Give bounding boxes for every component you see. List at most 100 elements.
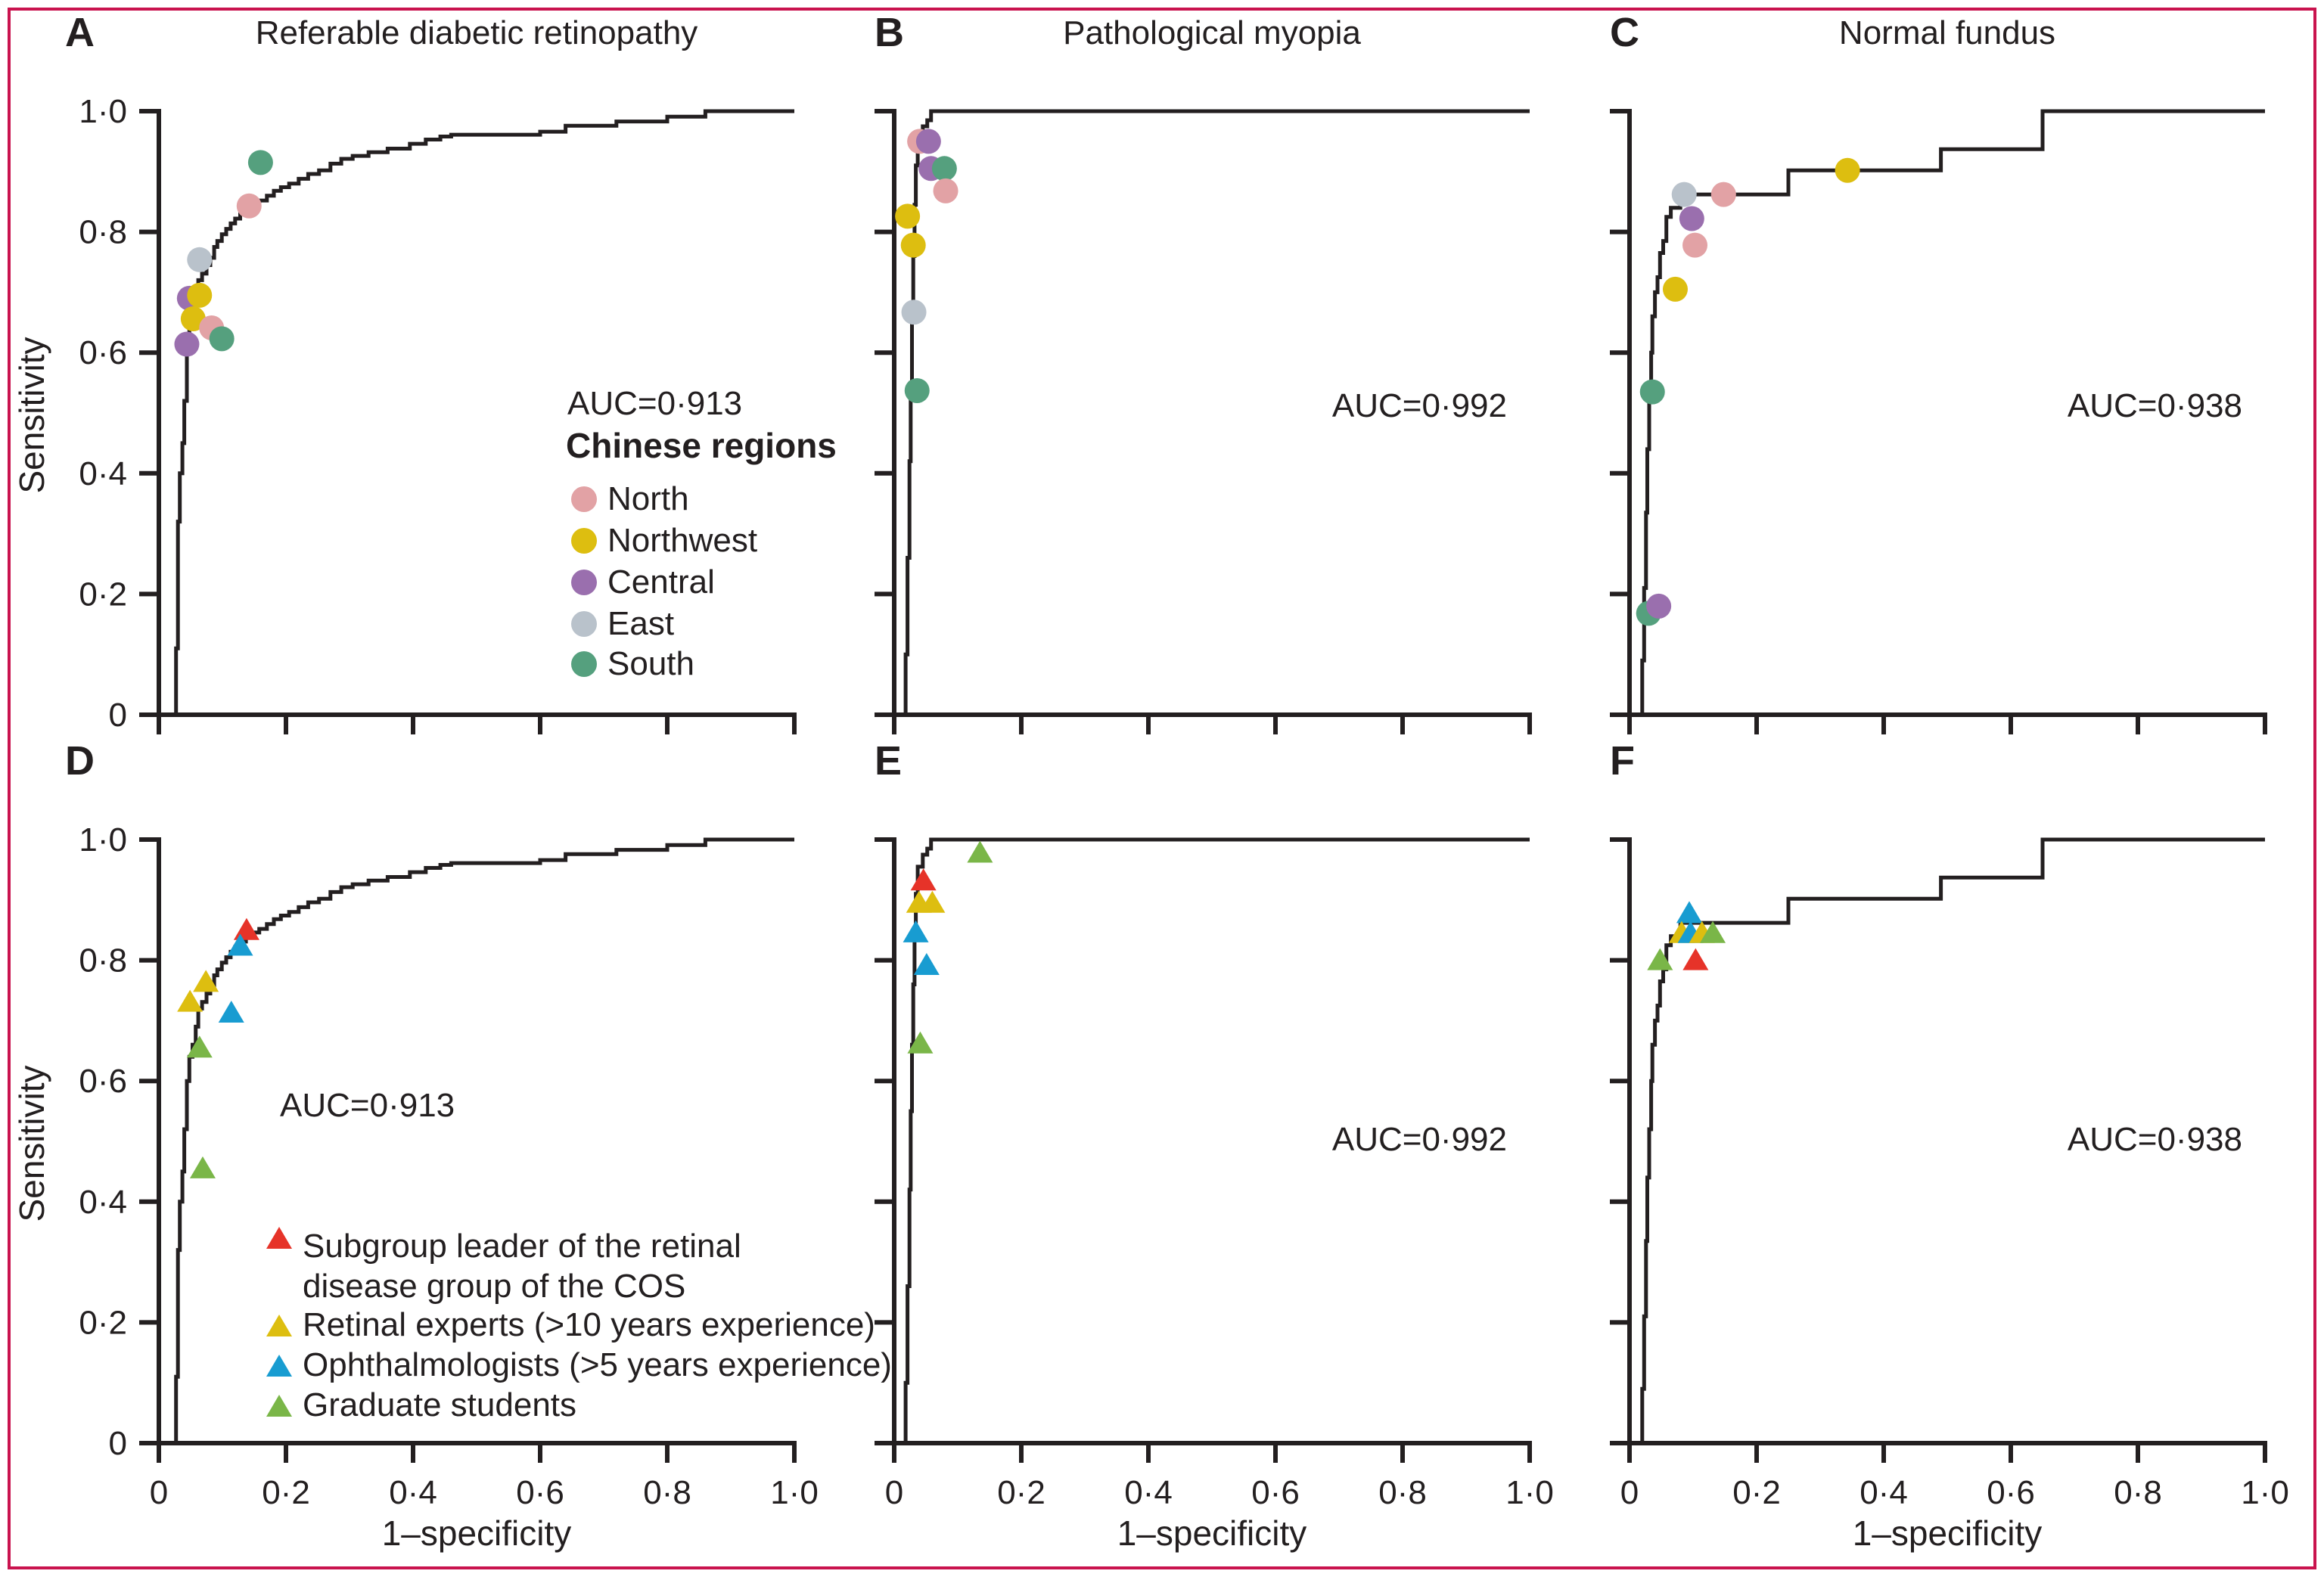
x-tick-label: 1·0: [770, 1474, 819, 1511]
x-tick-label: 0·2: [1732, 1474, 1781, 1511]
panel-c-title: Normal fundus: [1838, 14, 2056, 51]
auc-value-e: AUC=0·992: [1331, 1121, 1507, 1158]
y-tick-label: 0·6: [79, 334, 127, 371]
legend-item-northwest: Northwest: [571, 521, 757, 560]
marker-circle-north: [236, 193, 262, 219]
legend-label-south: South: [607, 645, 694, 683]
x-tick-label: 0: [885, 1474, 903, 1511]
x-tick-label: 0·2: [997, 1474, 1045, 1511]
marker-triangle-ophthalmologist: [913, 952, 940, 975]
marker-circle-northwest: [900, 232, 926, 258]
x-tick-label: 0: [1620, 1474, 1639, 1511]
legend-item-student: Graduate students: [266, 1386, 576, 1425]
marker-circle-central: [1679, 206, 1704, 231]
auc-value-f: AUC=0·938: [2067, 1121, 2242, 1158]
y-tick-label: 0·8: [79, 942, 127, 979]
marker-triangle-student: [189, 1156, 216, 1178]
marker-circle-central: [174, 331, 200, 357]
y-tick-label: 1·0: [79, 93, 127, 130]
marker-circle-south: [247, 150, 273, 175]
x-tick-label: 0·6: [1987, 1474, 2035, 1511]
marker-circle-south: [931, 156, 957, 182]
panel-a-letter: A: [65, 10, 95, 55]
x-tick-label: 0·6: [1251, 1474, 1300, 1511]
marker-circle-northwest: [187, 282, 213, 308]
roc-curve-dr: [174, 837, 794, 1443]
panel-a-plot: 0 0·2 0·4 0·6 0·8 1·0: [79, 93, 797, 734]
marker-circle-central: [1646, 593, 1672, 619]
panel-a-title: Referable diabetic retinopathy: [255, 14, 698, 51]
legend-item-east: East: [571, 604, 674, 644]
panel-e-letter: E: [875, 738, 903, 784]
marker-circle-east: [901, 300, 927, 325]
marker-circle-central: [915, 129, 941, 154]
x-tick-label: 1·0: [1505, 1474, 1554, 1511]
marker-triangle-student: [186, 1035, 213, 1058]
marker-circle-northwest: [1835, 157, 1860, 183]
roc-curve-nf: [1640, 837, 2265, 1443]
roc-curve-pm: [903, 837, 1530, 1443]
legend-label-student: Graduate students: [303, 1386, 577, 1424]
x-axis-label-e: 1–specificity: [1117, 1513, 1307, 1553]
panel-d-letter: D: [65, 738, 95, 784]
panel-c-plot: [1610, 109, 2267, 734]
legend-item-north: North: [571, 480, 689, 519]
marker-triangle-student: [1700, 920, 1726, 943]
marker-circle-northwest: [895, 203, 921, 229]
marker-triangle-expert: [193, 970, 219, 992]
panel-b-title: Pathological myopia: [1063, 14, 1361, 51]
marker-circle-north: [933, 178, 958, 203]
marker-triangle-expert: [177, 989, 204, 1012]
legend-item-expert: Retinal experts (>10 years experience): [266, 1305, 875, 1345]
east-dot-icon: [571, 611, 597, 637]
marker-circle-south: [209, 326, 235, 352]
y-tick-label: 0·2: [79, 576, 127, 613]
expert-triangle-icon: [266, 1314, 292, 1336]
x-tick-label: 0·8: [643, 1474, 691, 1511]
panel-f-letter: F: [1610, 738, 1635, 784]
marker-circle-east: [1671, 182, 1697, 207]
y-tick-label: 1·0: [79, 821, 127, 858]
x-tick-label: 0·4: [389, 1474, 437, 1511]
roc-curve-dr: [174, 109, 794, 715]
y-tick-label: 0·4: [79, 455, 127, 492]
legend-label-north: North: [607, 480, 689, 518]
panel-e-plot: 0 0·2 0·4 0·6 0·8 1·0: [875, 837, 1554, 1511]
panel-c-letter: C: [1610, 10, 1639, 55]
legend-regions-heading: Chinese regions: [566, 426, 837, 465]
ophthalmologist-triangle-icon: [266, 1354, 292, 1377]
marker-circle-northwest: [180, 306, 206, 332]
marker-circle-east: [187, 247, 213, 272]
legend-item-ophthalmologist: Ophthalmologists (>5 years experience): [266, 1346, 892, 1385]
marker-triangle-ophthalmologist: [903, 920, 929, 942]
marker-triangle-student: [1647, 948, 1673, 970]
x-axis-label-d: 1–specificity: [381, 1513, 572, 1553]
student-triangle-icon: [266, 1394, 292, 1417]
marker-triangle-leader: [1682, 948, 1709, 970]
auc-value-d: AUC=0·913: [280, 1087, 455, 1124]
y-tick-label: 0·6: [79, 1063, 127, 1100]
marker-circle-south: [904, 377, 930, 403]
marker-triangle-ophthalmologist: [227, 933, 253, 956]
x-tick-label: 0·4: [1124, 1474, 1173, 1511]
legend-label-northwest: Northwest: [607, 522, 758, 560]
marker-triangle-student: [907, 1031, 934, 1054]
marker-triangle-ophthalmologist: [218, 1001, 244, 1023]
marker-triangle-leader: [910, 868, 937, 891]
x-tick-label: 0·6: [516, 1474, 564, 1511]
marker-circle-northwest: [1662, 276, 1688, 302]
x-tick-label: 0·2: [262, 1474, 310, 1511]
roc-curve-pm: [903, 109, 1530, 715]
marker-triangle-leader: [233, 917, 259, 940]
panel-d-plot: 00 0·2 0·2 0·4 0·4 0·6 0·6 0·8 0·8 1·0 1·0: [79, 821, 818, 1511]
y-tick-label: 0·8: [79, 214, 127, 251]
auc-value-a: AUC=0·913: [567, 385, 743, 422]
y-axis-label-row2: Sensitivity: [12, 1065, 51, 1222]
y-tick-label: 0: [109, 697, 127, 734]
y-tick-label: 0·2: [79, 1304, 127, 1341]
marker-circle-north: [1682, 232, 1708, 258]
y-tick-label: 0·4: [79, 1184, 127, 1221]
legend-item-south: South: [571, 644, 694, 684]
legend-item-central: Central: [571, 563, 715, 602]
